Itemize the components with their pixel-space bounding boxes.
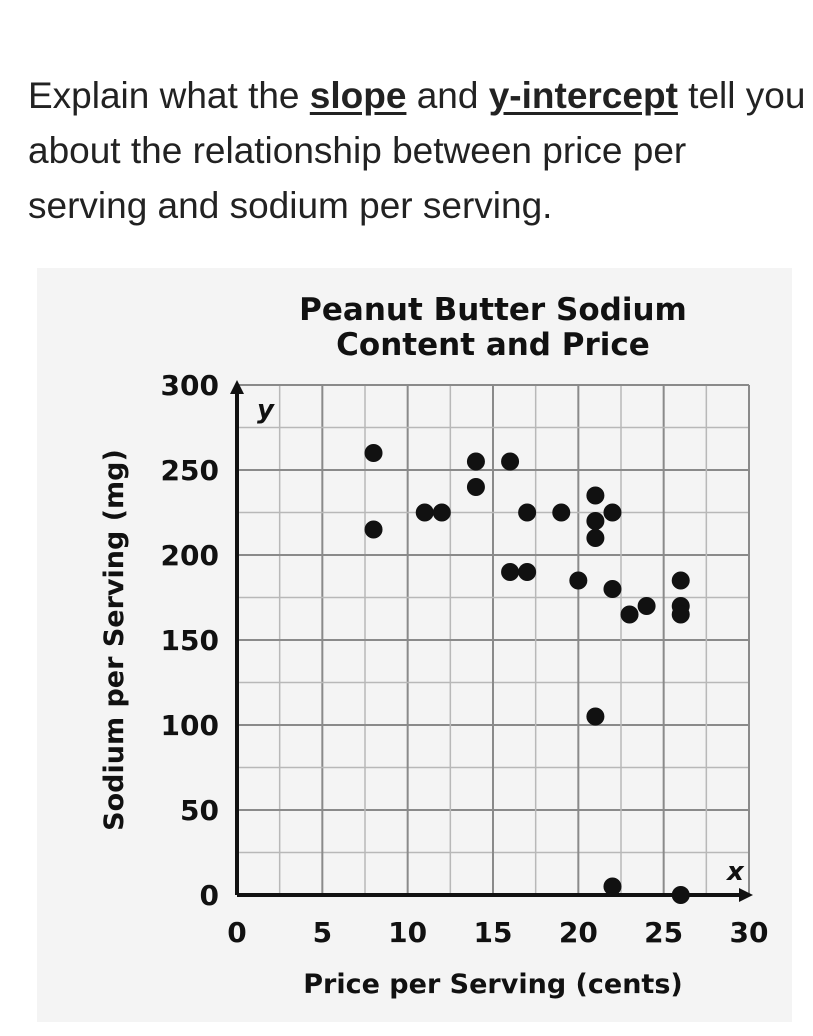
data-point (603, 503, 622, 522)
x-tick-label: 25 (644, 916, 683, 949)
data-point (671, 571, 690, 590)
data-point (603, 580, 622, 598)
data-point (466, 478, 485, 496)
data-point (415, 503, 434, 522)
data-point (586, 512, 605, 530)
x-tick-label: 30 (730, 916, 769, 949)
data-point (364, 444, 383, 462)
y-axis-title: Sodium per Serving (mg) (99, 449, 130, 831)
grid (236, 384, 750, 896)
x-tick-label: 5 (313, 916, 332, 949)
data-point (432, 503, 451, 522)
x-tick-label: 20 (559, 916, 598, 949)
y-tick-label: 0 (200, 879, 219, 912)
data-point (518, 563, 537, 581)
y-tick-label: 50 (180, 794, 219, 827)
x-axis-title: Price per Serving (cents) (303, 969, 683, 1000)
data-point (552, 503, 571, 522)
scatter-chart: Peanut Butter Sodium Content and Price P… (99, 292, 768, 1000)
y-tick-label: 250 (161, 454, 219, 487)
y-tick-label: 150 (161, 624, 219, 657)
question-part-2: and (406, 75, 489, 116)
x-tick-labels: 0 5 10 15 20 25 30 (227, 916, 768, 949)
data-point (671, 605, 690, 624)
data-point (569, 571, 588, 590)
keyword-y-intercept: y-intercept (488, 75, 678, 116)
keyword-slope: slope (309, 75, 407, 116)
data-point (586, 486, 605, 505)
chart-figure: Peanut Butter Sodium Content and Price P… (37, 268, 792, 1022)
data-point (637, 597, 656, 615)
y-tick-label: 100 (161, 709, 219, 742)
question-text: Explain what the slope and y-intercept t… (28, 68, 808, 233)
x-axis-arrow (739, 888, 753, 902)
chart-title-line-1: Peanut Butter Sodium (299, 292, 687, 328)
axes (230, 380, 753, 902)
x-tick-label: 0 (227, 916, 246, 949)
data-point (586, 707, 605, 726)
data-point (466, 452, 485, 471)
data-point (671, 886, 690, 904)
data-point (586, 529, 605, 547)
question-part-3: tell you about the relationship between … (28, 75, 806, 226)
y-axis-letter: y (257, 395, 275, 425)
data-point (620, 605, 639, 624)
data-points (364, 444, 690, 904)
y-tick-label: 200 (161, 539, 219, 572)
data-point (518, 503, 537, 522)
chart-title-line-2: Content and Price (336, 327, 650, 363)
question-part-1: Explain what the (28, 75, 310, 116)
x-tick-label: 10 (388, 916, 427, 949)
data-point (501, 563, 520, 581)
data-point (603, 877, 622, 896)
y-axis-arrow (230, 380, 244, 394)
y-tick-labels: 0 50 100 150 200 250 300 (161, 369, 219, 912)
data-point (364, 520, 383, 539)
data-point (501, 452, 520, 471)
y-tick-label: 300 (161, 369, 219, 402)
x-axis-letter: x (725, 857, 745, 887)
x-tick-label: 15 (474, 916, 513, 949)
